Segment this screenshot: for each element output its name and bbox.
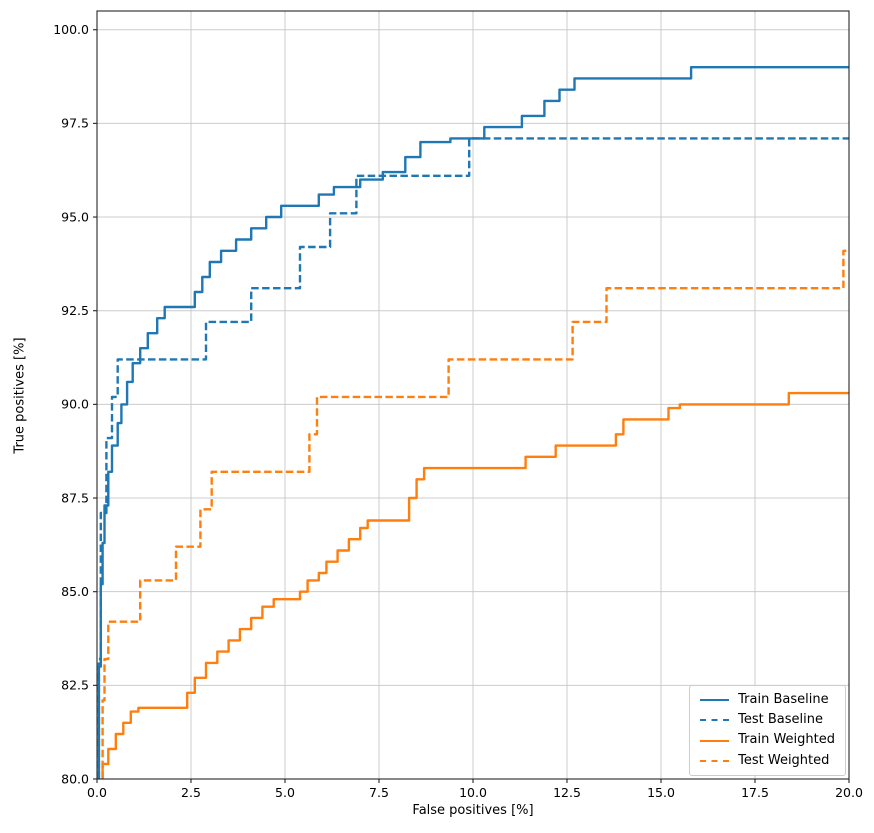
y-tick-label: 90.0 [61, 397, 89, 412]
x-tick-label: 20.0 [835, 785, 863, 800]
x-axis-label: False positives [%] [412, 803, 534, 818]
legend: Train Baseline Test Baseline Train Weigh… [689, 684, 846, 776]
x-tick-label: 7.5 [369, 785, 389, 800]
x-tick-label: 17.5 [741, 785, 769, 800]
x-tick-label: 5.0 [275, 785, 295, 800]
legend-item-train-weighted: Train Weighted [700, 733, 835, 747]
x-tick-label: 15.0 [647, 785, 675, 800]
legend-line-solid-orange-icon [700, 739, 730, 742]
series-line-1 [97, 137, 849, 779]
y-tick-label: 92.5 [61, 303, 89, 318]
legend-line-dashed-blue-icon [700, 719, 730, 722]
x-tick-label: 2.5 [181, 785, 201, 800]
legend-line-solid-blue-icon [700, 698, 730, 701]
x-tick-label: 12.5 [553, 785, 581, 800]
legend-label: Test Baseline [738, 712, 823, 728]
y-tick-label: 97.5 [61, 116, 89, 131]
legend-line-dashed-orange-icon [700, 759, 730, 762]
y-tick-label: 82.5 [61, 678, 89, 693]
legend-label: Test Weighted [738, 752, 830, 768]
legend-item-test-baseline: Test Baseline [700, 712, 835, 728]
legend-item-test-weighted: Test Weighted [700, 752, 835, 768]
x-tick-label: 0.0 [87, 785, 107, 800]
y-tick-label: 95.0 [61, 209, 89, 224]
legend-label: Train Weighted [738, 732, 835, 748]
legend-item-train-baseline: Train Baseline [700, 691, 835, 707]
y-tick-label: 80.0 [61, 771, 89, 786]
y-tick-label: 87.5 [61, 490, 89, 505]
y-axis-label: True positives [%] [12, 337, 28, 454]
y-tick-label: 85.0 [61, 584, 89, 599]
x-tick-label: 10.0 [459, 785, 487, 800]
series-line-0 [97, 65, 849, 779]
series-line-3 [101, 249, 849, 779]
legend-label: Train Baseline [738, 691, 829, 707]
y-tick-label: 100.0 [53, 22, 89, 37]
series-line-2 [101, 391, 849, 779]
